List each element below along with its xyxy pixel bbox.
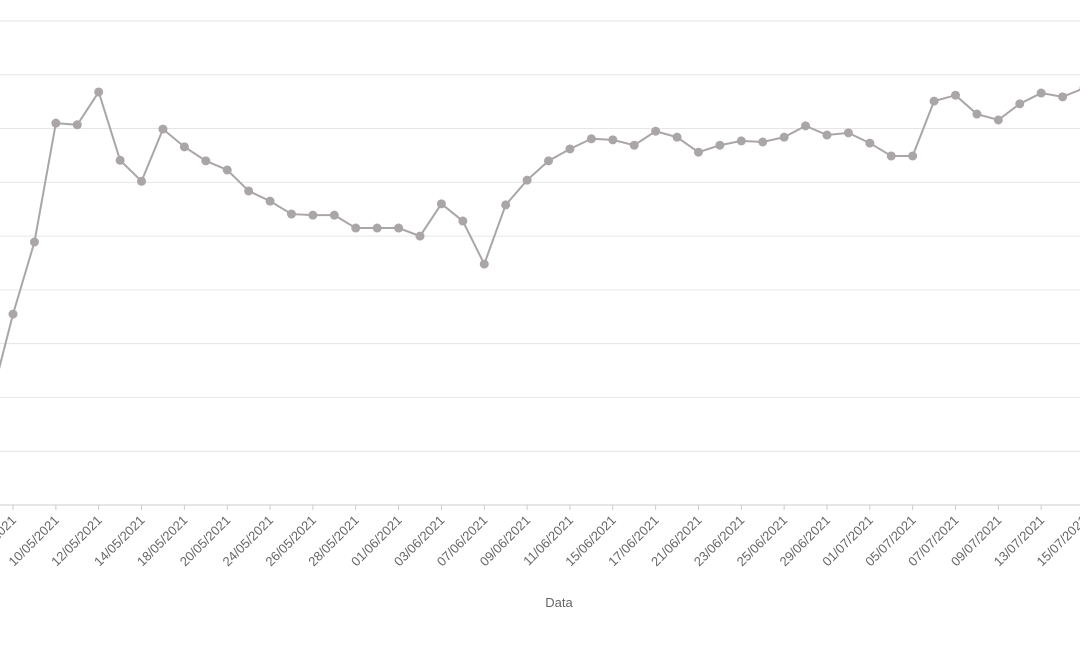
data-point [1058, 92, 1068, 102]
data-point [137, 176, 147, 186]
data-point [865, 138, 875, 148]
data-point [329, 210, 339, 220]
data-point [394, 223, 404, 233]
data-point [951, 90, 960, 100]
data-point [758, 137, 768, 147]
data-point [651, 126, 661, 136]
x-axis-title: Data [545, 595, 573, 610]
data-point [308, 210, 318, 220]
data-point [972, 109, 982, 119]
data-point [522, 175, 532, 185]
data-point [458, 216, 468, 226]
data-point [351, 223, 361, 233]
data-point [415, 231, 425, 241]
data-point [201, 156, 211, 166]
data-point [843, 128, 853, 138]
data-point [801, 121, 811, 131]
series-line [0, 88, 1080, 370]
data-point [693, 147, 703, 157]
data-point [908, 151, 918, 161]
data-point [779, 132, 789, 142]
data-point [1015, 99, 1025, 109]
data-point [179, 142, 189, 152]
data-point [265, 196, 275, 206]
data-point [72, 120, 82, 130]
grid [0, 20, 1080, 506]
data-point [244, 186, 254, 196]
data-point [822, 130, 832, 140]
data-point [715, 140, 725, 150]
data-point [94, 87, 104, 97]
data-point [565, 144, 575, 154]
data-point [501, 200, 511, 210]
data-point [672, 132, 682, 142]
data-point [51, 118, 61, 128]
data-point [479, 259, 489, 269]
data-point [993, 115, 1003, 125]
data-point [608, 135, 618, 145]
data-point [8, 309, 18, 319]
data-point [372, 223, 382, 233]
data-point [222, 165, 232, 175]
data-point [586, 134, 596, 144]
data-point [629, 140, 639, 150]
data-point [29, 237, 39, 247]
data-point [736, 136, 746, 146]
data-point [544, 156, 554, 166]
data-point [1036, 88, 1046, 98]
data-point [158, 124, 168, 134]
data-point [286, 209, 296, 219]
data-point [115, 155, 125, 165]
data-point [436, 199, 446, 209]
data-point [886, 151, 896, 161]
data-point [929, 96, 939, 106]
